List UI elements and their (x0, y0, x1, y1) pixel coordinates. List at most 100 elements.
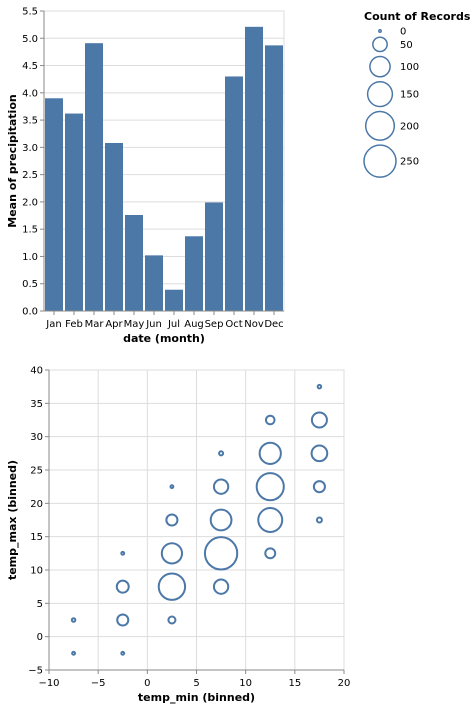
size-legend-symbol (366, 80, 394, 108)
scatter-point (120, 550, 126, 556)
scatter-y-tick-label: 15 (30, 532, 43, 543)
scatter-chart-y-axis-title: temp_max (binned) (6, 460, 19, 580)
scatter-point (71, 650, 77, 656)
bar-x-tick-label: Jul (167, 319, 180, 330)
bar (245, 26, 263, 312)
size-legend-label: 150 (400, 90, 419, 101)
scatter-y-tick-label: 20 (30, 499, 43, 510)
size-legend-label: 250 (400, 157, 419, 168)
bar-y-tick-label: 0.5 (22, 279, 38, 290)
bar-x-tick-label: Sep (205, 319, 224, 330)
scatter-y-tick-label: −5 (28, 666, 43, 677)
scatter-point (264, 414, 276, 426)
bar-chart-x-axis-title: date (month) (123, 332, 205, 345)
scatter-x-tick-label: −5 (91, 678, 106, 689)
scatter-point (257, 507, 284, 533)
size-legend-title: Count of Records (364, 10, 471, 23)
bar-x-tick-label: Apr (105, 319, 123, 330)
scatter-point (157, 572, 187, 601)
size-legend-symbol (364, 110, 396, 141)
scatter-point (115, 579, 130, 594)
bar-y-tick-label: 4.0 (22, 88, 38, 99)
bar-chart-y-axis-title: Mean of precipitation (6, 94, 19, 227)
bar-x-tick-label: Aug (184, 319, 204, 330)
scatter-x-tick-label: −10 (38, 678, 59, 689)
scatter-point (310, 411, 328, 429)
scatter-point (160, 542, 184, 565)
bar (205, 202, 223, 311)
size-legend-label: 200 (400, 121, 419, 132)
bar-y-tick-label: 3.5 (22, 116, 38, 127)
bar (165, 289, 183, 311)
bar-x-tick-label: Feb (65, 319, 83, 330)
scatter-point (316, 383, 323, 390)
bar-y-tick-label: 4.5 (22, 61, 38, 72)
scatter-point (264, 547, 277, 560)
bar (225, 76, 243, 311)
size-legend-label: 0 (400, 27, 406, 38)
bar-y-tick-label: 5.5 (22, 7, 38, 18)
bar-x-tick-label: Jun (145, 319, 162, 330)
bar (85, 43, 103, 311)
scatter-x-tick-label: 20 (338, 678, 351, 689)
size-legend-items: 0 50 100 150 200 250 (363, 27, 419, 178)
bar-y-tick-label: 0.0 (22, 307, 38, 318)
scatter-x-tick-label: 15 (288, 678, 301, 689)
scatter-x-tick-label: 5 (193, 678, 199, 689)
bar-x-tick-label: Oct (225, 319, 242, 330)
scatter-point (70, 617, 77, 623)
size-legend: Count of Records 0 50 100 150 200 250 (363, 10, 471, 178)
size-legend-label: 50 (400, 40, 413, 51)
scatter-y-tick-label: 10 (30, 566, 43, 577)
scatter-x-tick-label: 0 (144, 678, 150, 689)
bar-y-tick-label: 2.0 (22, 197, 38, 208)
scatter-point (315, 516, 323, 524)
bar (265, 45, 283, 311)
bar-x-tick-label: Jan (45, 319, 61, 330)
bar (125, 215, 143, 311)
bar (105, 143, 123, 311)
scatter-y-tick-label: 5 (37, 599, 43, 610)
bar-y-tick-label: 1.0 (22, 252, 38, 263)
size-legend-label: 100 (400, 62, 419, 73)
bar-y-tick-label: 2.5 (22, 170, 38, 181)
scatter-point (165, 513, 179, 527)
bar-x-tick-label: May (124, 319, 145, 330)
bar-x-tick-label: Nov (244, 319, 264, 330)
size-legend-symbol (369, 55, 391, 78)
scatter-point (212, 478, 230, 495)
scatter-y-tick-label: 35 (30, 399, 43, 410)
size-legend-symbol (372, 36, 388, 53)
scatter-y-tick-label: 30 (30, 432, 43, 443)
bar (145, 255, 163, 311)
scatter-y-tick-label: 25 (30, 466, 43, 477)
size-legend-symbol (363, 144, 397, 178)
scatter-point (312, 480, 326, 494)
scatter-point (218, 450, 225, 457)
scatter-point (203, 536, 239, 571)
scatter-chart-grid (48, 369, 345, 671)
bar-chart-bars (45, 26, 283, 312)
scatter-point (209, 508, 233, 532)
bar-chart: 0.0 0.5 1.0 1.5 2.0 2.5 3.0 3.5 4.0 4.5 5.0 5.5 Jan F… (6, 7, 285, 345)
scatter-point (212, 578, 230, 595)
size-legend-symbol (378, 29, 382, 33)
scatter-point (255, 472, 285, 502)
scatter-point (116, 613, 130, 627)
bar-x-tick-label: Mar (85, 319, 105, 330)
bar (185, 236, 203, 311)
scatter-point (120, 650, 126, 656)
bar (65, 113, 83, 311)
bar-x-tick-label: Dec (264, 319, 283, 330)
scatter-point (169, 484, 175, 490)
bar (45, 98, 63, 311)
scatter-x-tick-label: 10 (239, 678, 252, 689)
scatter-y-tick-label: 40 (30, 366, 43, 377)
bar-y-tick-label: 1.5 (22, 225, 38, 236)
scatter-y-tick-label: 0 (37, 632, 43, 643)
scatter-point (310, 444, 329, 463)
scatter-point (167, 615, 177, 625)
